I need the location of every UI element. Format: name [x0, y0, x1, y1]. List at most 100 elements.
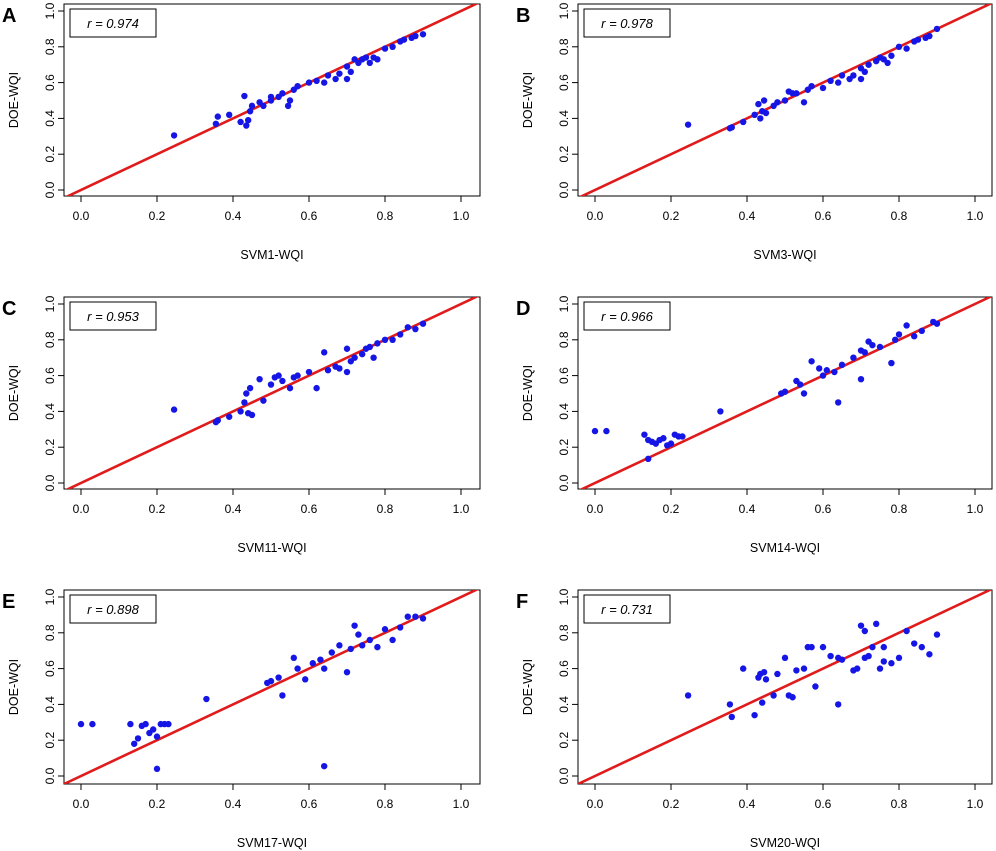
data-point-b-21 — [835, 79, 842, 86]
data-point-c-36 — [397, 331, 404, 338]
data-point-e-16 — [267, 677, 275, 685]
data-point-a-11 — [260, 102, 267, 110]
x-axis-label-a: SVM1-WQI — [240, 248, 303, 262]
y-tick-label-a-0.8: 0.8 — [43, 38, 57, 55]
x-tick-label-e-0.8: 0.8 — [377, 797, 394, 811]
y-tick-label-a-0.0: 0.0 — [43, 181, 57, 198]
x-axis-label-c: SVM11-WQI — [237, 541, 306, 555]
data-point-a-33 — [366, 59, 373, 67]
y-tick-label-b-0.8: 0.8 — [557, 38, 571, 55]
data-point-f-39 — [926, 651, 933, 658]
x-tick-label-f-1.0: 1.0 — [967, 797, 984, 811]
data-point-b-3 — [740, 118, 747, 126]
panel-letter-b: B — [516, 5, 530, 27]
x-tick-label-f-0.4: 0.4 — [739, 797, 756, 811]
plot-frame-d — [577, 296, 993, 490]
y-tick-label-e-0.2: 0.2 — [43, 732, 57, 749]
x-tick-label-c-0.4: 0.4 — [225, 502, 242, 516]
x-tick-label-d-1.0: 1.0 — [967, 502, 984, 516]
plot-frame-c — [63, 296, 481, 490]
data-point-f-10 — [770, 692, 777, 699]
data-point-c-24 — [336, 365, 343, 372]
data-point-e-35 — [389, 636, 396, 644]
data-point-c-8 — [246, 384, 254, 392]
data-point-a-28 — [347, 68, 354, 76]
r-annotation-box-a — [69, 8, 157, 38]
data-point-d-41 — [933, 320, 941, 327]
data-point-c-29 — [359, 350, 366, 358]
data-point-c-0 — [170, 406, 178, 413]
data-point-d-0 — [591, 427, 599, 435]
data-point-f-26 — [861, 627, 868, 635]
data-point-c-33 — [374, 340, 381, 347]
data-point-c-12 — [267, 381, 275, 388]
data-point-b-0 — [684, 121, 692, 128]
data-point-e-34 — [381, 626, 389, 633]
x-tick-label-a-0.0: 0.0 — [73, 209, 90, 223]
data-point-c-37 — [404, 324, 411, 331]
r-annotation-e: r = 0.898 — [87, 602, 139, 617]
y-axis-label-d: DOE-WQI — [521, 365, 535, 421]
data-point-f-22 — [838, 656, 846, 663]
data-point-e-37 — [404, 613, 411, 620]
data-point-e-20 — [294, 665, 301, 672]
r-annotation-box-f — [583, 594, 671, 624]
data-point-c-34 — [381, 336, 389, 343]
data-point-c-38 — [412, 325, 419, 333]
reference-line-a — [65, 4, 479, 196]
data-point-f-30 — [873, 620, 880, 628]
reference-line-f — [578, 590, 992, 784]
r-annotation-box-e — [69, 594, 157, 624]
data-point-f-16 — [800, 665, 808, 672]
data-point-f-33 — [880, 643, 887, 651]
data-point-e-28 — [347, 645, 354, 653]
y-tick-label-c-0.8: 0.8 — [43, 331, 57, 348]
data-point-d-24 — [831, 368, 838, 376]
r-annotation-box-d — [583, 301, 671, 331]
reference-line-b — [579, 4, 992, 196]
y-tick-label-f-0.4: 0.4 — [557, 696, 571, 713]
data-point-e-18 — [279, 692, 286, 699]
data-point-a-5 — [241, 92, 248, 100]
x-tick-label-d-0.0: 0.0 — [587, 502, 604, 516]
data-point-e-14 — [203, 695, 210, 703]
data-point-e-0 — [77, 720, 85, 728]
data-point-a-32 — [362, 54, 370, 61]
y-axis-label-a: DOE-WQI — [7, 72, 21, 128]
data-point-f-1 — [726, 701, 734, 708]
data-point-d-12 — [679, 433, 686, 440]
x-tick-label-b-1.0: 1.0 — [967, 209, 984, 223]
scatter-panel-d: D 0.0 0.2 0.4 0.6 0.8 1.0 0.0 0.2 0.4 0.6 0.8 1.0 SVM… — [516, 295, 993, 555]
y-tick-label-e-0.4: 0.4 — [43, 696, 57, 713]
x-tick-label-b-0.6: 0.6 — [815, 209, 832, 223]
data-point-a-8 — [246, 108, 254, 115]
data-point-c-32 — [370, 354, 377, 361]
y-tick-label-a-0.4: 0.4 — [43, 110, 57, 127]
x-tick-label-c-1.0: 1.0 — [453, 502, 470, 516]
data-point-f-42 — [812, 683, 819, 690]
data-point-a-20 — [305, 79, 313, 86]
data-point-e-19 — [290, 654, 297, 662]
x-tick-label-f-0.6: 0.6 — [815, 797, 832, 811]
data-point-d-14 — [717, 408, 724, 415]
data-point-d-9 — [667, 440, 675, 447]
x-tick-label-b-0.8: 0.8 — [891, 209, 908, 223]
data-point-b-24 — [850, 72, 857, 79]
data-point-f-25 — [857, 622, 865, 629]
plot-frame-e — [63, 589, 481, 785]
panel-letter-e: E — [2, 591, 15, 613]
data-point-f-0 — [684, 692, 692, 699]
data-point-d-39 — [918, 327, 925, 335]
data-point-a-6 — [243, 122, 250, 129]
data-point-f-15 — [793, 667, 800, 674]
data-point-c-4 — [237, 408, 244, 415]
data-point-c-35 — [389, 336, 396, 343]
r-annotation-box-b — [583, 8, 671, 38]
data-point-e-30 — [355, 631, 362, 638]
x-tick-label-c-0.0: 0.0 — [73, 502, 90, 516]
data-point-b-12 — [781, 97, 789, 104]
x-tick-label-b-0.2: 0.2 — [663, 209, 680, 223]
data-point-b-5 — [755, 100, 762, 108]
data-point-e-17 — [275, 674, 282, 681]
